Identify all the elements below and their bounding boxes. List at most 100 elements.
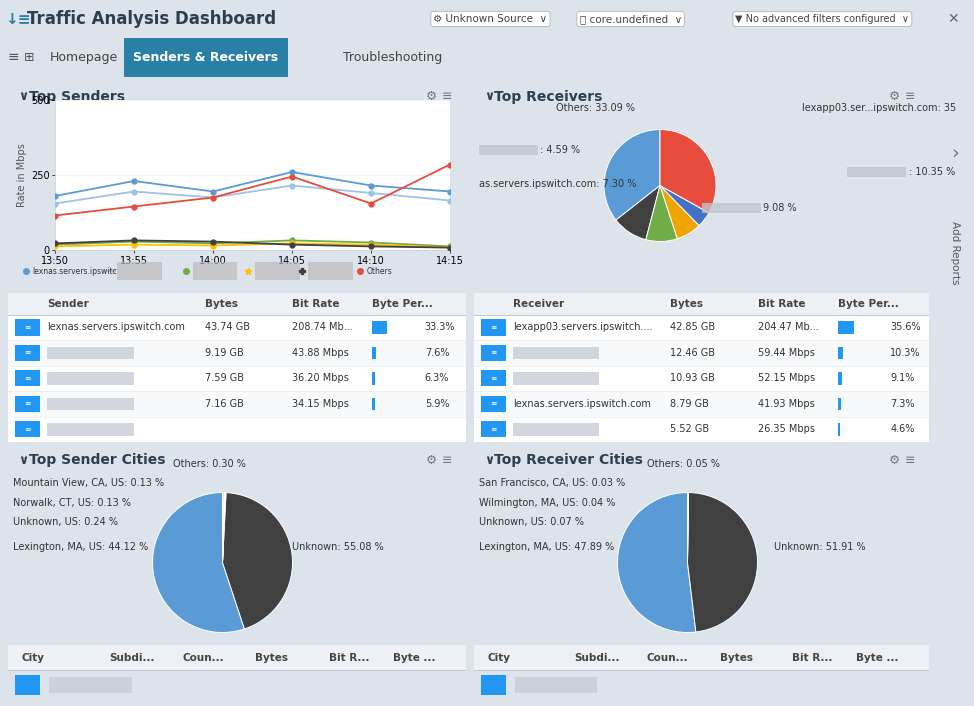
Text: Others: 0.30 %: Others: 0.30 % (172, 459, 245, 469)
Text: ∨: ∨ (19, 454, 28, 467)
Text: ≡: ≡ (24, 323, 30, 332)
Text: ∨: ∨ (484, 454, 494, 467)
Text: lexapp03.ser...ipswitch.com: 35: lexapp03.ser...ipswitch.com: 35 (802, 103, 955, 113)
Text: Troubleshooting: Troubleshooting (344, 51, 443, 64)
Text: Subdi...: Subdi... (574, 653, 619, 663)
Text: City: City (488, 653, 510, 663)
Text: lexnas.servers.ipswitch.com: lexnas.servers.ipswitch.com (47, 323, 185, 333)
Text: ≡: ≡ (905, 454, 916, 467)
Text: ⚙ Unknown Source  ∨: ⚙ Unknown Source ∨ (433, 14, 547, 24)
Text: Coun...: Coun... (647, 653, 689, 663)
Bar (8, 645, 466, 670)
Bar (47, 372, 134, 385)
Bar (474, 391, 929, 417)
Text: Bytes: Bytes (205, 299, 238, 309)
Text: Others: Others (366, 266, 393, 275)
Text: Bit R...: Bit R... (328, 653, 369, 663)
Text: 52.15 Mbps: 52.15 Mbps (759, 373, 815, 383)
Wedge shape (618, 493, 695, 633)
Text: Bytes: Bytes (255, 653, 288, 663)
Text: Wilmington, MA, US: 0.04 %: Wilmington, MA, US: 0.04 % (478, 498, 615, 508)
Text: 9.19 GB: 9.19 GB (205, 348, 244, 358)
Wedge shape (604, 129, 660, 220)
Text: Unknown: 51.91 %: Unknown: 51.91 % (774, 542, 866, 553)
Text: ≡: ≡ (490, 373, 497, 383)
Text: ⚙: ⚙ (889, 454, 900, 467)
Wedge shape (222, 493, 225, 563)
Bar (47, 347, 134, 359)
Text: ⚙: ⚙ (426, 90, 437, 103)
Wedge shape (222, 493, 292, 629)
Bar (15, 675, 40, 695)
Bar (481, 345, 506, 361)
Bar (481, 370, 506, 386)
Wedge shape (153, 493, 244, 633)
Text: 41.93 Mbps: 41.93 Mbps (759, 399, 815, 409)
Text: ≡: ≡ (490, 348, 497, 357)
Text: ≡: ≡ (442, 454, 452, 467)
Bar (8, 417, 466, 442)
Wedge shape (646, 186, 677, 241)
Text: 4.6%: 4.6% (890, 424, 915, 434)
Text: : 10.35 %: : 10.35 % (909, 167, 955, 177)
Text: 59.44 Mbps: 59.44 Mbps (759, 348, 815, 358)
Text: 204.47 Mb...: 204.47 Mb... (759, 323, 819, 333)
Text: Sender: Sender (47, 299, 89, 309)
Text: Lexington, MA, US: 44.12 %: Lexington, MA, US: 44.12 % (13, 542, 148, 553)
Text: 33.3%: 33.3% (425, 323, 455, 333)
Wedge shape (222, 493, 226, 563)
Text: San Francisco, CA, US: 0.03 %: San Francisco, CA, US: 0.03 % (478, 478, 624, 488)
Text: ∨: ∨ (484, 90, 494, 103)
Bar (15, 345, 40, 361)
Text: Top Sender Cities: Top Sender Cities (28, 453, 166, 467)
Text: Byte ...: Byte ... (856, 653, 899, 663)
Bar (512, 347, 599, 359)
Text: 🗓 core.undefined  ∨: 🗓 core.undefined ∨ (580, 14, 682, 24)
Bar (8, 391, 466, 417)
Text: : 4.59 %: : 4.59 % (540, 145, 581, 155)
Text: Subdi...: Subdi... (109, 653, 154, 663)
Text: 5.52 GB: 5.52 GB (670, 424, 709, 434)
Wedge shape (660, 129, 716, 213)
Bar (515, 677, 597, 693)
Text: 12.46 GB: 12.46 GB (670, 348, 715, 358)
Text: Top Receiver Cities: Top Receiver Cities (495, 453, 644, 467)
Bar (478, 145, 538, 155)
Text: Bytes: Bytes (670, 299, 702, 309)
Text: Byte ...: Byte ... (393, 653, 435, 663)
Bar (15, 421, 40, 438)
Text: Homepage: Homepage (50, 51, 119, 64)
Bar (372, 397, 375, 410)
Wedge shape (688, 493, 758, 632)
Bar (117, 263, 162, 280)
Bar (474, 645, 929, 670)
Text: ∨: ∨ (19, 90, 28, 103)
Text: 43.74 GB: 43.74 GB (205, 323, 250, 333)
Text: Coun...: Coun... (182, 653, 224, 663)
Text: 6.3%: 6.3% (425, 373, 449, 383)
Text: ≡: ≡ (8, 51, 19, 64)
Text: Senders & Receivers: Senders & Receivers (133, 51, 279, 64)
Text: ≡: ≡ (24, 373, 30, 383)
Bar (838, 372, 843, 385)
Text: ≡: ≡ (490, 400, 497, 408)
Bar (474, 366, 929, 391)
Text: ≡: ≡ (24, 400, 30, 408)
Text: ≡: ≡ (24, 425, 30, 433)
Bar (481, 319, 506, 335)
Text: Lexington, MA, US: 47.89 %: Lexington, MA, US: 47.89 % (478, 542, 614, 553)
Text: as.servers.ipswitch.com: 7.30 %: as.servers.ipswitch.com: 7.30 % (478, 179, 636, 189)
Bar (193, 263, 238, 280)
Text: Bit R...: Bit R... (793, 653, 833, 663)
Text: Add Reports: Add Reports (950, 222, 960, 285)
Text: Others: 33.09 %: Others: 33.09 % (556, 103, 635, 113)
Text: Top Senders: Top Senders (28, 90, 125, 104)
Text: 8.79 GB: 8.79 GB (670, 399, 708, 409)
Text: 43.88 Mbps: 43.88 Mbps (292, 348, 349, 358)
Text: lexnas.servers.ipswitch.com: lexnas.servers.ipswitch.com (512, 399, 651, 409)
Bar (15, 370, 40, 386)
Text: 9.08 %: 9.08 % (763, 203, 797, 213)
Wedge shape (616, 186, 660, 240)
Bar (372, 321, 388, 334)
Bar (481, 421, 506, 438)
